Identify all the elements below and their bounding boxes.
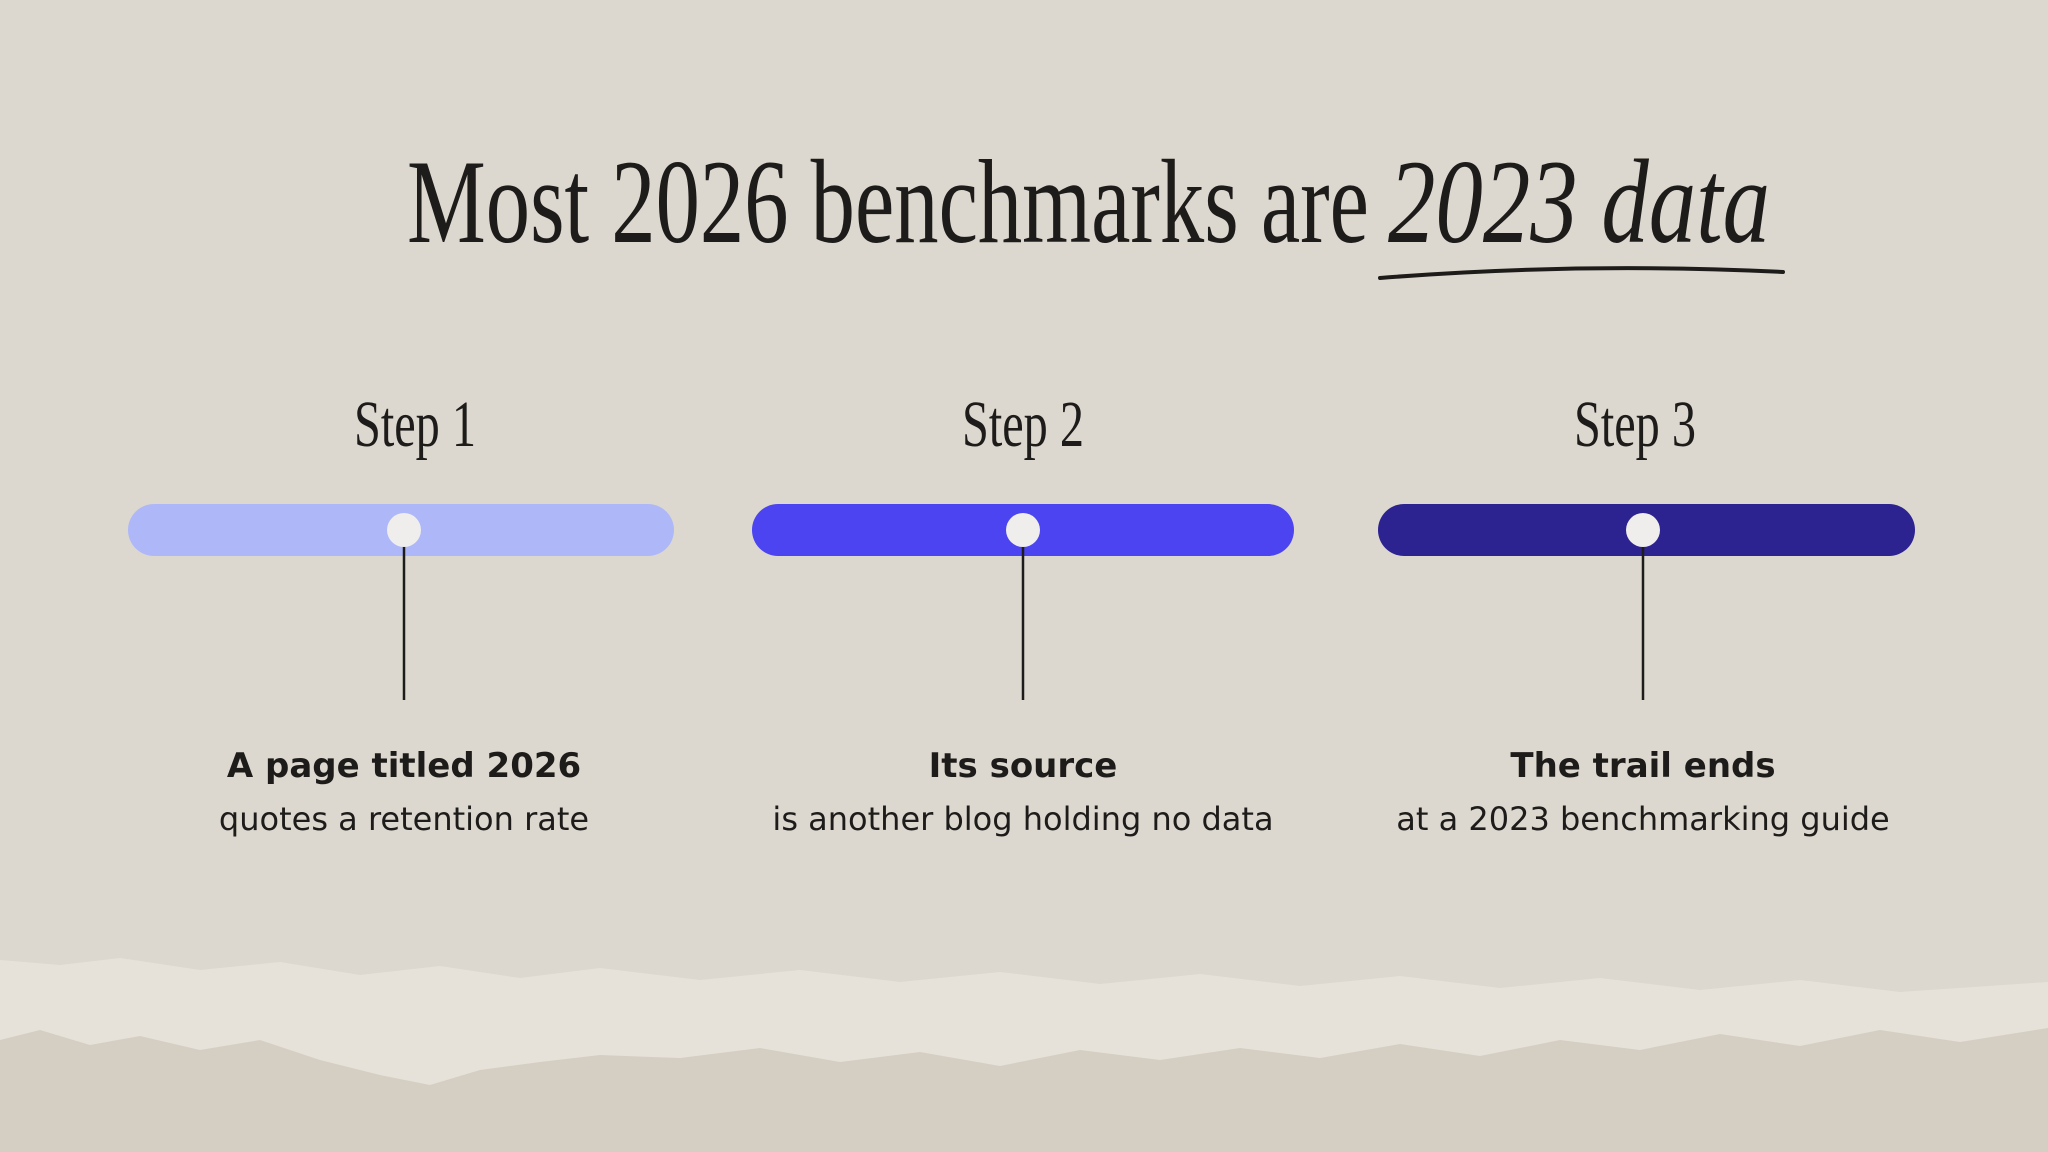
step-text: quotes a retention rate bbox=[219, 800, 589, 838]
step-heading: Its source bbox=[929, 746, 1118, 786]
title-emphasis: 2023 data bbox=[1388, 135, 1770, 268]
step-text: at a 2023 benchmarking guide bbox=[1396, 800, 1889, 838]
step-text: is another blog holding no data bbox=[772, 800, 1273, 838]
step-label: Step 1 bbox=[354, 388, 476, 461]
step-label: Step 3 bbox=[1574, 388, 1696, 461]
underline bbox=[1378, 266, 1785, 280]
step-label: Step 2 bbox=[962, 388, 1084, 461]
step-dot bbox=[1006, 513, 1040, 547]
step-dot bbox=[387, 513, 421, 547]
step-heading: A page titled 2026 bbox=[227, 746, 581, 786]
steps: Step 1 A page titled 2026 quotes a retenti… bbox=[128, 388, 1915, 838]
title: Most 2026 benchmarks are bbox=[407, 135, 1369, 268]
torn-paper-dark bbox=[0, 1028, 2048, 1152]
step-dot bbox=[1626, 513, 1660, 547]
step-heading: The trail ends bbox=[1510, 746, 1775, 786]
